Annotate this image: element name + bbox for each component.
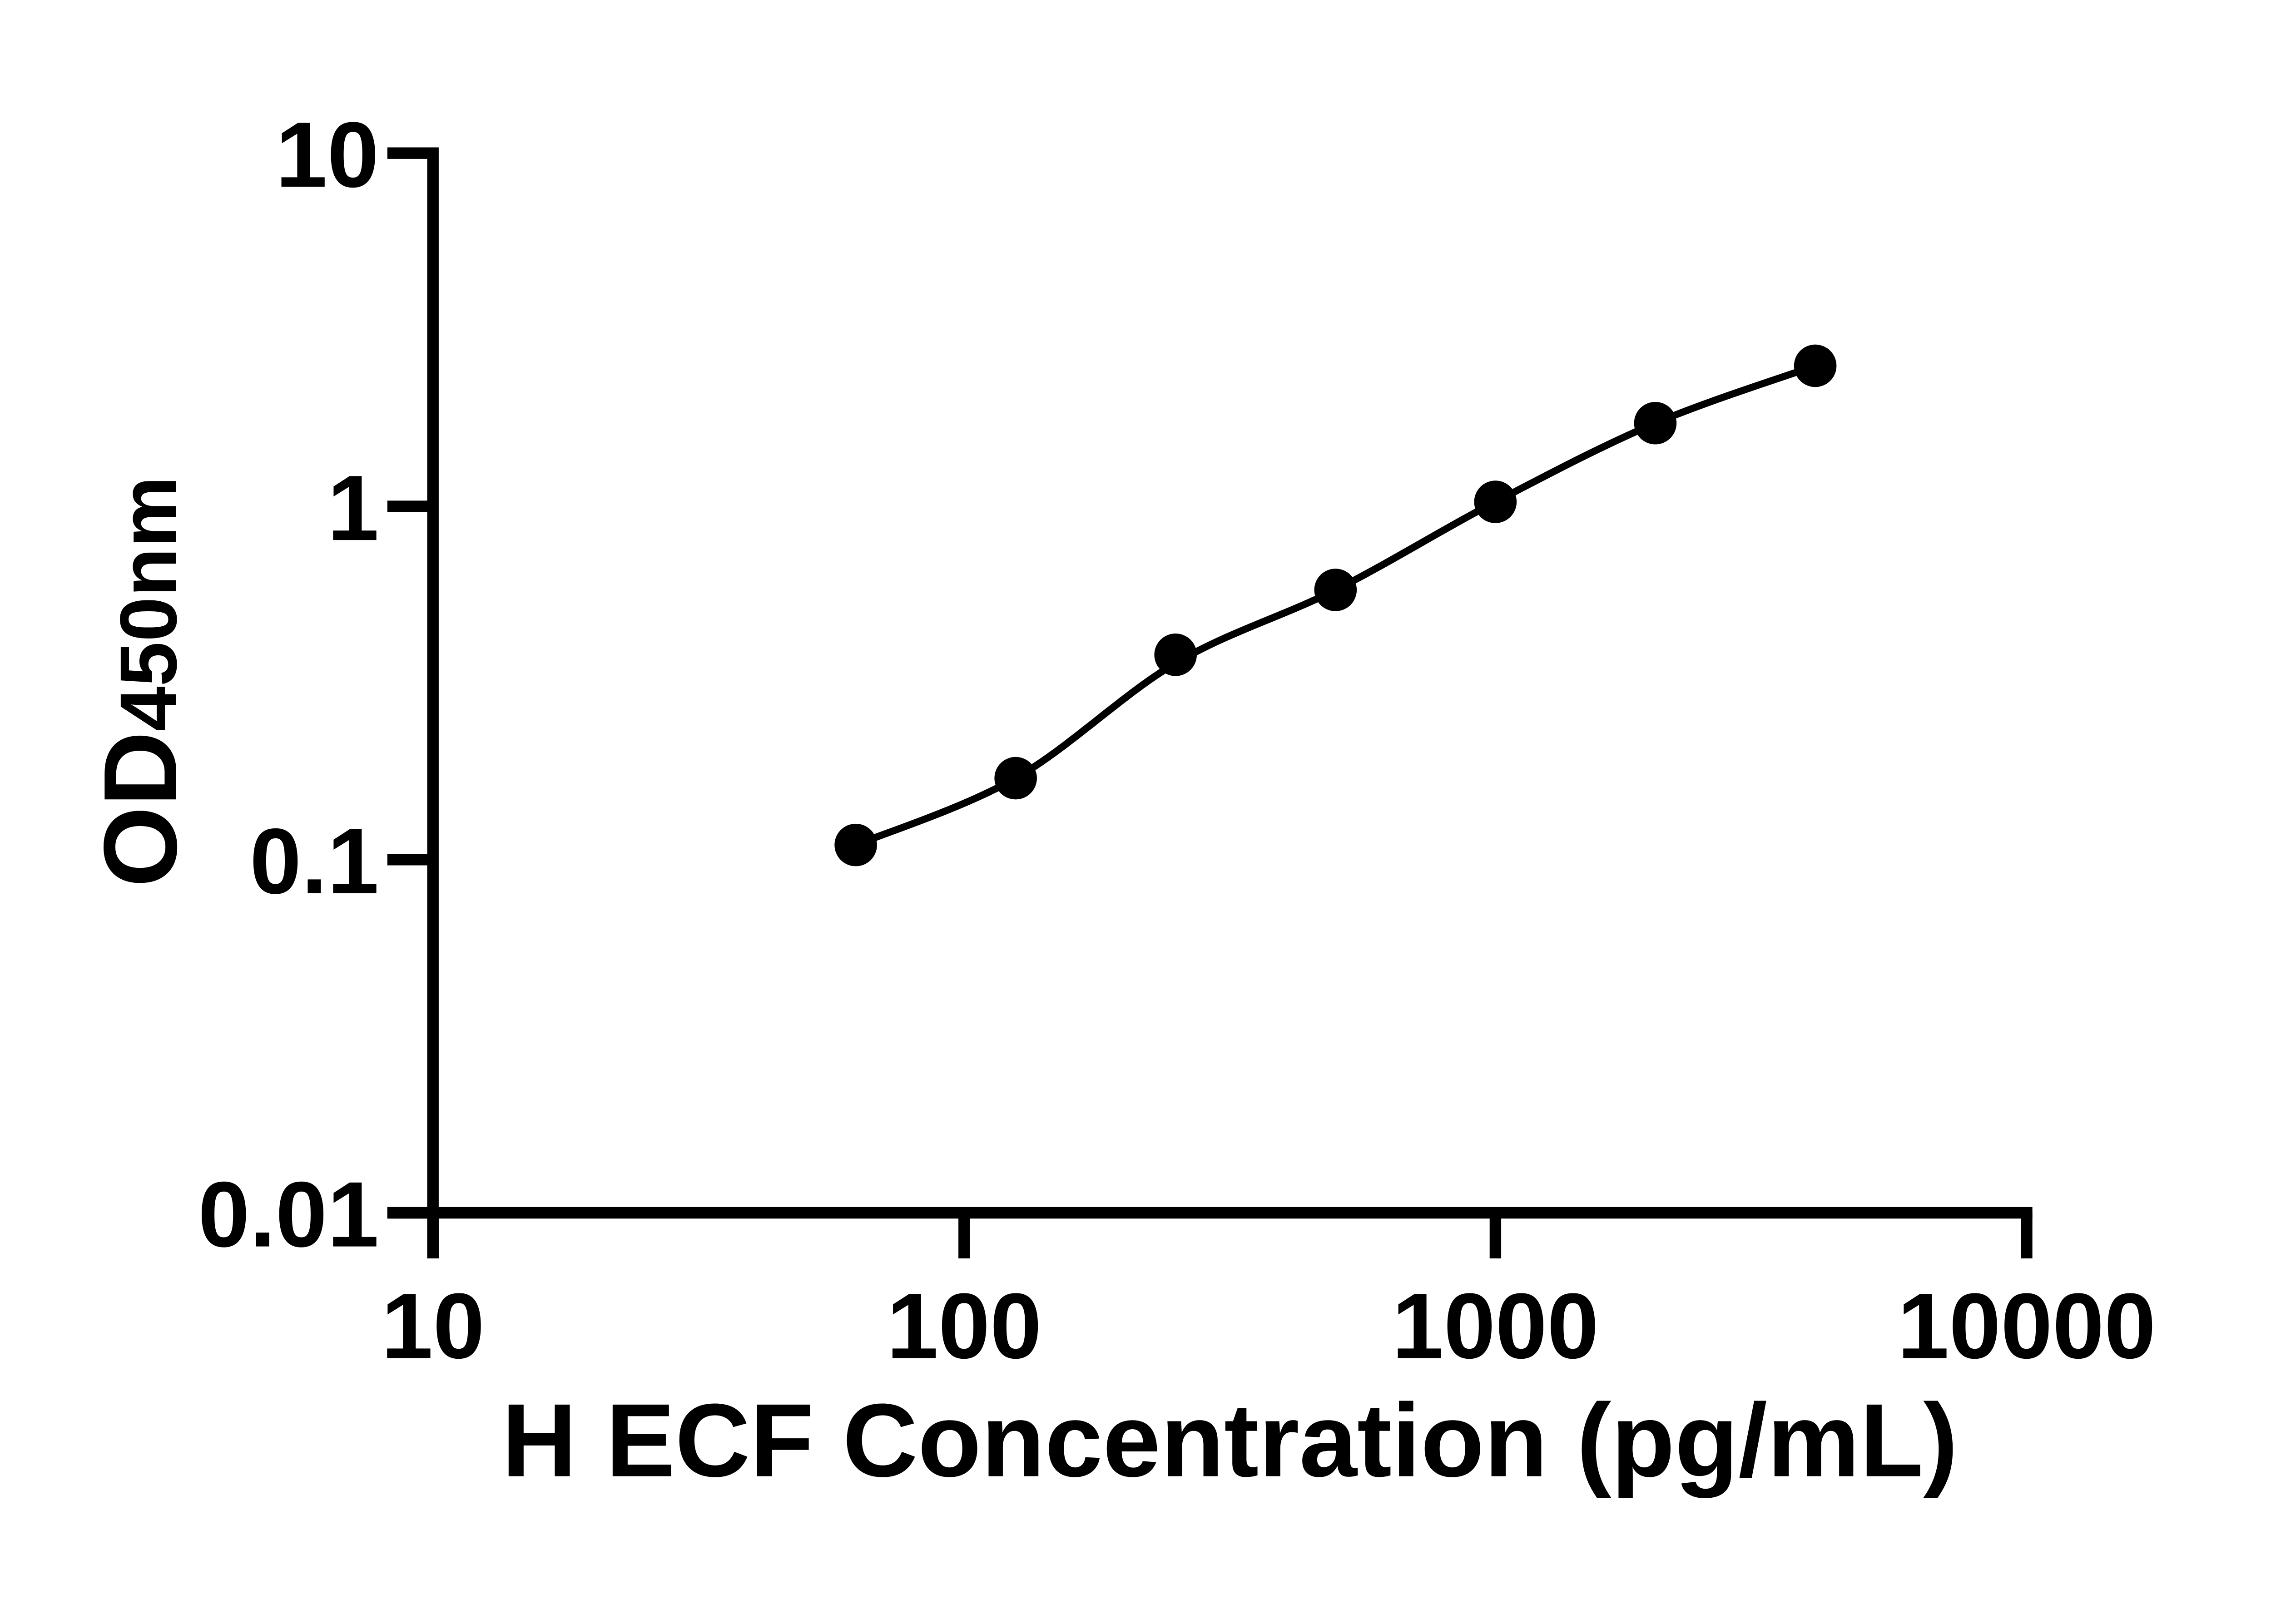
y-tick-label: 0.1 <box>250 810 379 913</box>
data-point <box>1474 480 1517 523</box>
y-tick-label: 1 <box>327 456 379 560</box>
y-axis-title: OD450nm <box>82 476 198 887</box>
data-point <box>834 823 877 866</box>
x-tick-label: 1000 <box>1392 1274 1599 1378</box>
y-axis-title-subscript: 450nm <box>103 476 193 731</box>
data-point <box>1154 634 1197 676</box>
data-point <box>1794 344 1837 387</box>
data-point <box>1314 569 1357 611</box>
x-tick-label: 10000 <box>1897 1274 2156 1378</box>
axis-title-layer: H ECF Concentration (pg/mL) OD450nm <box>82 476 1958 1498</box>
x-tick-label: 10 <box>381 1274 485 1378</box>
data-point <box>994 757 1037 800</box>
series-layer <box>834 344 1837 866</box>
data-point <box>1634 401 1677 445</box>
x-tick-label: 100 <box>887 1274 1041 1378</box>
y-axis-title-main: OD <box>82 731 198 887</box>
y-tick-label: 0.01 <box>198 1163 379 1267</box>
y-tick-label: 10 <box>276 103 379 207</box>
axes-layer <box>387 147 2033 1258</box>
x-axis-title: H ECF Concentration (pg/mL) <box>501 1382 1958 1498</box>
chart-figure: 10 1 0.1 0.01 10 100 1000 10000 H ECF Concentra… <box>82 103 2156 1499</box>
